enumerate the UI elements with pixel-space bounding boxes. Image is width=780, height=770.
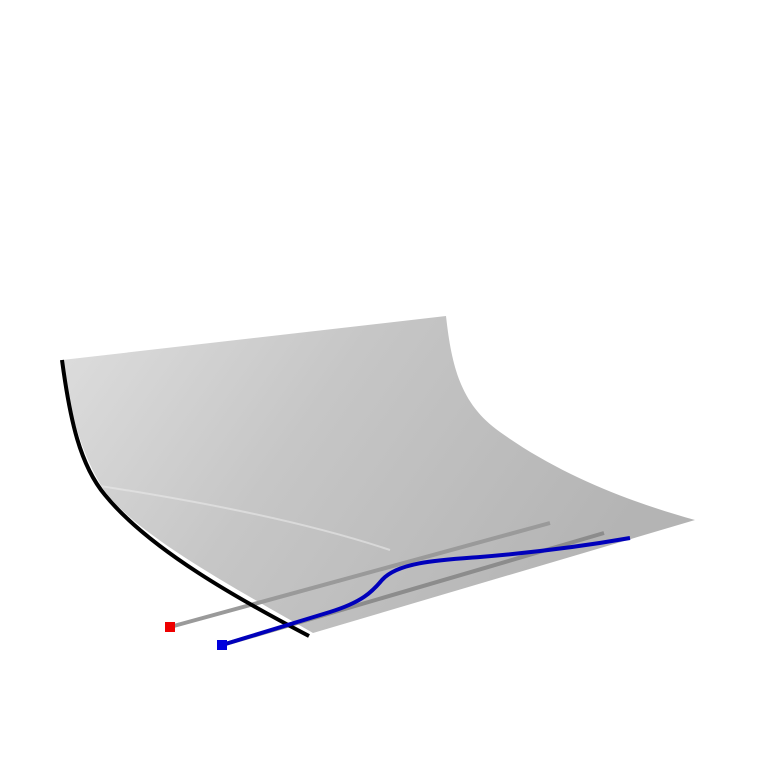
start-marker-red: [165, 622, 175, 632]
boundary-curve: [60, 359, 310, 638]
surface-sheen: [99, 485, 391, 551]
ridge-line-upper: [169, 521, 551, 629]
start-marker-blue: [217, 640, 227, 650]
path-curve: [221, 536, 631, 647]
